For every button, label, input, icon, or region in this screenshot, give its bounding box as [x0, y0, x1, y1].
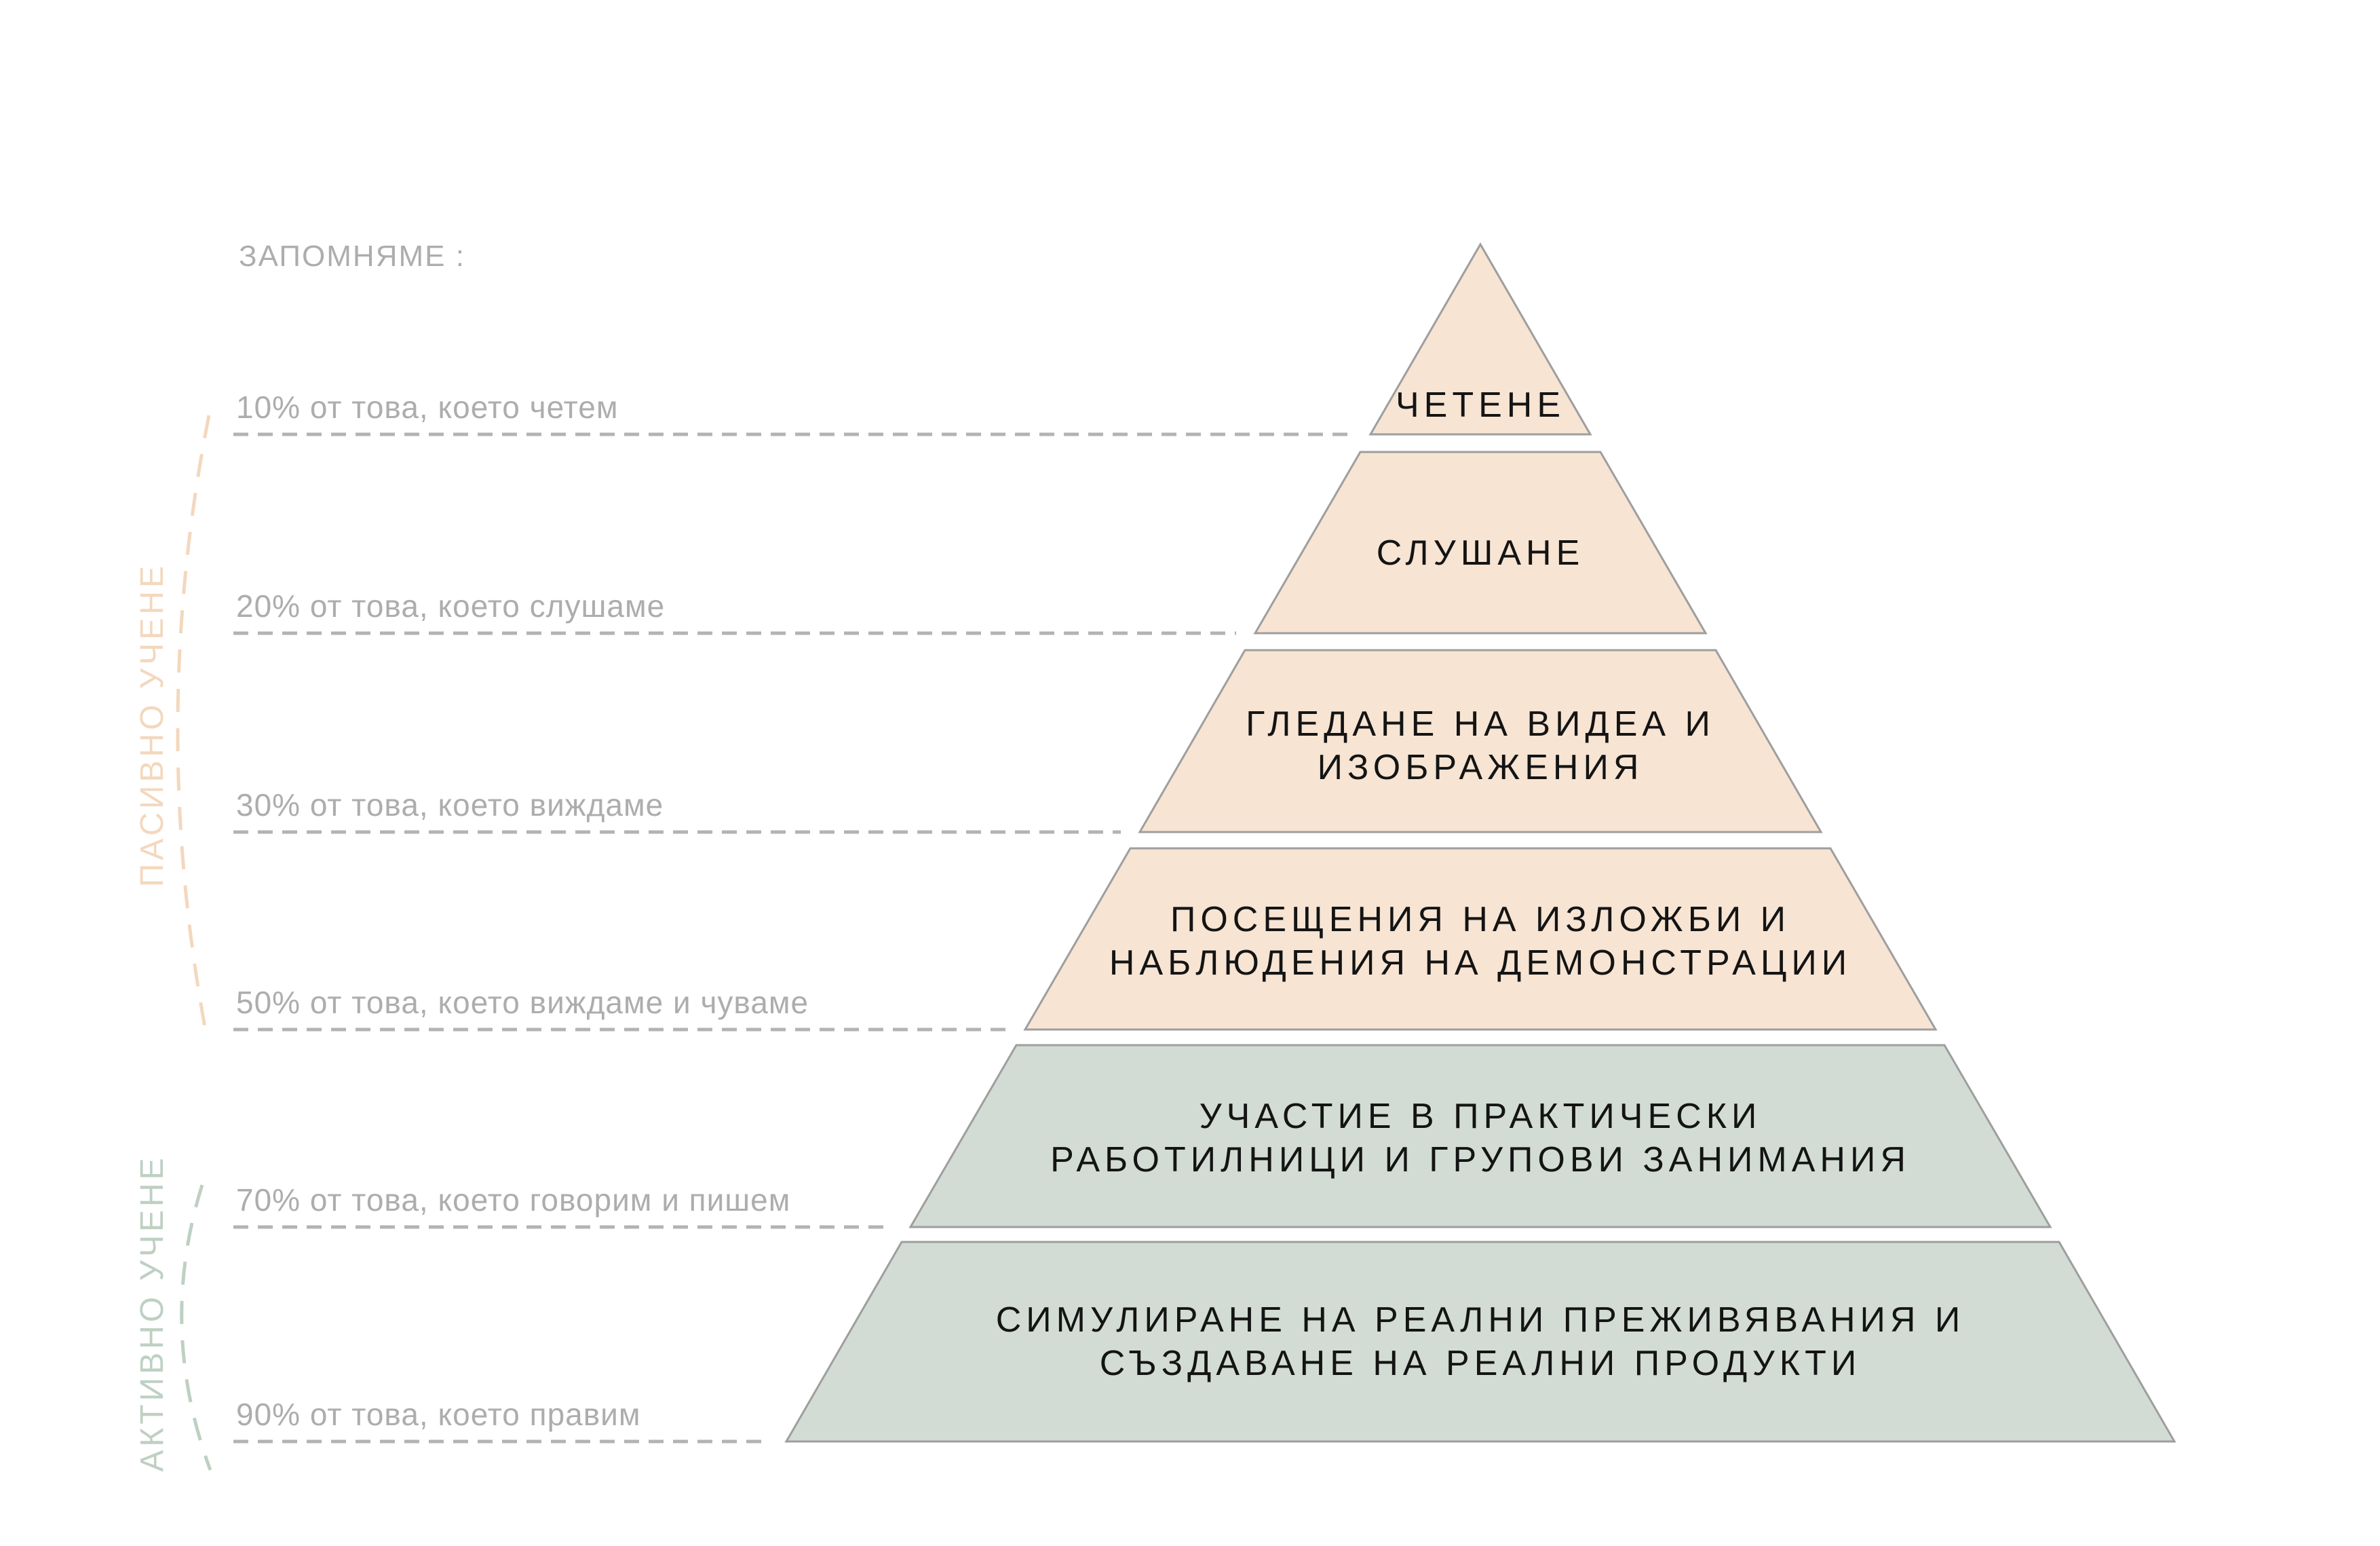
- retention-label-50: 50% от това, което виждаме и чуваме: [236, 985, 809, 1020]
- retention-row: 10% от това, което четем: [233, 390, 1349, 436]
- pyramid-level-label: СИМУЛИРАНЕ НА РЕАЛНИ ПРЕЖИВЯВАНИЯ И: [996, 1300, 1965, 1340]
- retention-label-30: 30% от това, което виждаме: [236, 787, 664, 823]
- pyramid-level-label: НАБЛЮДЕНИЯ НА ДЕМОНСТРАЦИИ: [1109, 943, 1851, 983]
- retention-row: 20% от това, което слушаме: [233, 588, 1236, 635]
- diagram-title: ЗАПОМНЯМЕ :: [239, 240, 465, 273]
- active-learning-bracket: [180, 1184, 212, 1471]
- active-learning-label: АКТИВНО УЧЕНЕ: [134, 1154, 170, 1471]
- pyramid-level-2-shape: [1253, 451, 1708, 635]
- pyramid-level-1-shape: [1368, 242, 1592, 436]
- pyramid-level-5-shape: [908, 1044, 2052, 1228]
- pyramid-level-label: ПОСЕЩЕНИЯ НА ИЗЛОЖБИ И: [1170, 900, 1790, 939]
- retention-label-10: 10% от това, което четем: [236, 390, 618, 425]
- retention-row: 90% от това, което правим: [233, 1397, 767, 1444]
- retention-row: 70% от това, което говорим и пишем: [233, 1182, 891, 1229]
- passive-learning-bracket: [176, 415, 211, 1035]
- retention-rows: 10% от това, което четем 20% от това, ко…: [233, 390, 1349, 1444]
- pyramid-level-6-shape: [784, 1241, 2176, 1443]
- retention-row: 30% от това, което виждаме: [233, 787, 1121, 834]
- pyramid-labels: ЧЕТЕНЕ СЛУШАНЕ ГЛЕДАНЕ НА ВИДЕА И ИЗОБРА…: [996, 385, 1965, 1383]
- passive-learning-label: ПАСИВНО УЧЕНЕ: [134, 563, 170, 887]
- pyramid-level-label: ЧЕТЕНЕ: [1396, 385, 1565, 425]
- retention-label-90: 90% от това, което правим: [236, 1397, 641, 1432]
- pyramid-level-label: СЪЗДАВАНЕ НА РЕАЛНИ ПРОДУКТИ: [1100, 1344, 1861, 1383]
- retention-row: 50% от това, което виждаме и чуваме: [233, 985, 1006, 1032]
- pyramid-level-label: УЧАСТИЕ В ПРАКТИЧЕСКИ: [1199, 1097, 1762, 1136]
- pyramid-level-4-shape: [1023, 847, 1938, 1031]
- retention-label-70: 70% от това, което говорим и пишем: [236, 1182, 790, 1218]
- pyramid-level-3-shape: [1138, 649, 1823, 833]
- pyramid: [784, 242, 2176, 1443]
- pyramid-level-label: ГЛЕДАНЕ НА ВИДЕА И: [1246, 704, 1715, 744]
- pyramid-level-label: СЛУШАНЕ: [1377, 533, 1585, 573]
- pyramid-level-label: РАБОТИЛНИЦИ И ГРУПОВИ ЗАНИМАНИЯ: [1050, 1140, 1911, 1180]
- retention-label-20: 20% от това, което слушаме: [236, 588, 665, 624]
- pyramid-level-label: ИЗОБРАЖЕНИЯ: [1318, 748, 1644, 787]
